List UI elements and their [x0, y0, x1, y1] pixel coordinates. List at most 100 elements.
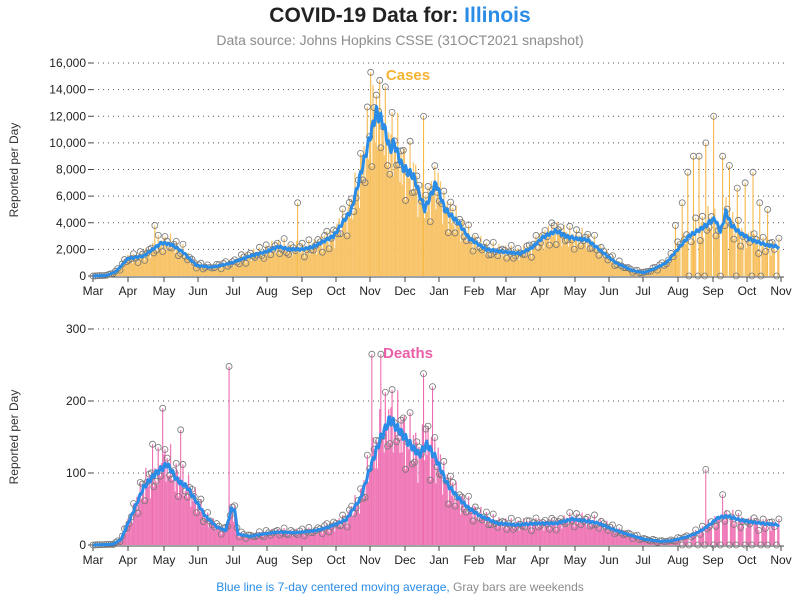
cases-marker: [732, 272, 740, 280]
cases-marker: [573, 226, 580, 234]
cases-ytick-label: 12,000: [49, 109, 86, 123]
deaths-marker: [685, 541, 693, 549]
cases-marker: [532, 232, 540, 239]
deaths-marker: [424, 422, 432, 430]
cases-marker: [431, 162, 439, 170]
cases-marker: [345, 199, 353, 206]
cases-xtick-label: Dec: [394, 284, 415, 298]
deaths-ylabel: Reported per Day: [7, 390, 21, 485]
deaths-marker: [471, 503, 479, 511]
deaths-marker: [755, 526, 763, 534]
cases-marker: [411, 188, 418, 196]
cases-marker: [510, 254, 517, 262]
cases-marker: [737, 242, 745, 250]
deaths-marker: [193, 509, 200, 517]
cases-marker: [298, 239, 306, 247]
cases-panel-title: Cases: [386, 67, 430, 84]
cases-marker: [321, 232, 329, 239]
deaths-marker: [384, 442, 391, 450]
deaths-marker: [451, 502, 459, 510]
cases-marker: [285, 250, 293, 258]
deaths-average-line: [92, 415, 780, 547]
deaths-marker: [757, 541, 765, 549]
cases-marker: [733, 184, 741, 192]
deaths-marker: [429, 383, 436, 391]
cases-marker: [406, 137, 414, 145]
deaths-marker: [368, 350, 376, 358]
cases-ytick-label: 8,000: [56, 163, 86, 177]
cases-xtick-label: Jun: [599, 284, 618, 298]
deaths-marker: [381, 388, 389, 396]
cases-marker: [300, 253, 308, 261]
cases-xtick-label: Sep: [291, 284, 313, 298]
cases-marker: [260, 254, 268, 262]
cases-marker: [134, 259, 142, 266]
cases-xtick-label: Nov: [770, 284, 791, 298]
title-prefix: COVID-19 Data for:: [269, 4, 465, 27]
cases-marker: [172, 237, 180, 245]
cases-marker: [702, 139, 710, 147]
cases-xtick-label: Sep: [702, 284, 724, 298]
cases-marker: [381, 83, 389, 91]
cases-ytick-label: 0: [79, 269, 86, 283]
cases-marker: [388, 108, 396, 116]
deaths-xtick-label: Apr: [119, 553, 138, 567]
deaths-marker: [507, 514, 515, 522]
deaths-marker: [440, 458, 448, 465]
deaths-marker: [532, 514, 540, 522]
deaths-marker: [734, 509, 742, 517]
deaths-marker: [737, 524, 745, 531]
deaths-marker: [399, 414, 407, 422]
deaths-marker: [591, 511, 598, 519]
deaths-marker: [431, 434, 439, 441]
deaths-marker: [552, 526, 560, 534]
cases-marker: [363, 103, 371, 111]
deaths-marker: [149, 440, 156, 448]
cases-marker: [343, 232, 351, 240]
deaths-xtick-label: Oct: [738, 553, 757, 567]
deaths-marker: [179, 461, 187, 468]
deaths-marker: [573, 510, 580, 517]
deaths-panel-title: Deaths: [383, 345, 433, 362]
deaths-marker: [363, 451, 371, 459]
cases-panel: 0 2,000 4,000 6,000 8,000 10,000 12,000 14,000 1…: [7, 56, 792, 298]
deaths-marker: [141, 497, 149, 505]
deaths-marker: [712, 522, 720, 530]
deaths-marker: [764, 541, 772, 549]
deaths-marker: [318, 530, 326, 538]
cases-bars: [93, 72, 780, 276]
deaths-marker: [447, 472, 454, 480]
cases-xtick-label: Aug: [256, 284, 277, 298]
deaths-xtick-label: May: [564, 553, 587, 567]
footnote-weekends: Gray bars are weekends: [449, 580, 584, 594]
deaths-marker: [388, 386, 396, 393]
deaths-xtick-label: Jul: [635, 553, 650, 567]
deaths-marker: [719, 491, 727, 499]
cases-marker: [591, 231, 598, 239]
deaths-marker: [154, 443, 162, 451]
deaths-marker: [172, 460, 180, 467]
deaths-xtick-label: Jan: [429, 553, 448, 567]
deaths-marker: [528, 527, 535, 535]
cases-marker: [696, 237, 704, 244]
deaths-marker: [710, 541, 718, 549]
deaths-bars: [93, 354, 780, 545]
cases-marker: [444, 229, 452, 237]
cases-marker: [238, 251, 245, 259]
deaths-xtick-label: Mar: [496, 553, 517, 567]
cases-marker: [372, 91, 380, 99]
deaths-marker: [485, 521, 493, 529]
deaths-marker: [343, 523, 351, 531]
cases-marker: [678, 199, 686, 207]
cases-marker: [376, 76, 384, 84]
cases-marker: [756, 199, 764, 207]
deaths-xtick-label: Jun: [599, 553, 618, 567]
cases-marker: [749, 168, 757, 176]
cases-marker: [755, 250, 763, 257]
deaths-xtick-label: Feb: [464, 553, 485, 567]
cases-xtick-label: Nov: [359, 284, 380, 298]
deaths-xtick-label: Aug: [256, 553, 277, 567]
cases-marker: [377, 144, 385, 152]
deaths-marker: [339, 511, 347, 519]
deaths-xtick-label: Nov: [770, 553, 791, 567]
